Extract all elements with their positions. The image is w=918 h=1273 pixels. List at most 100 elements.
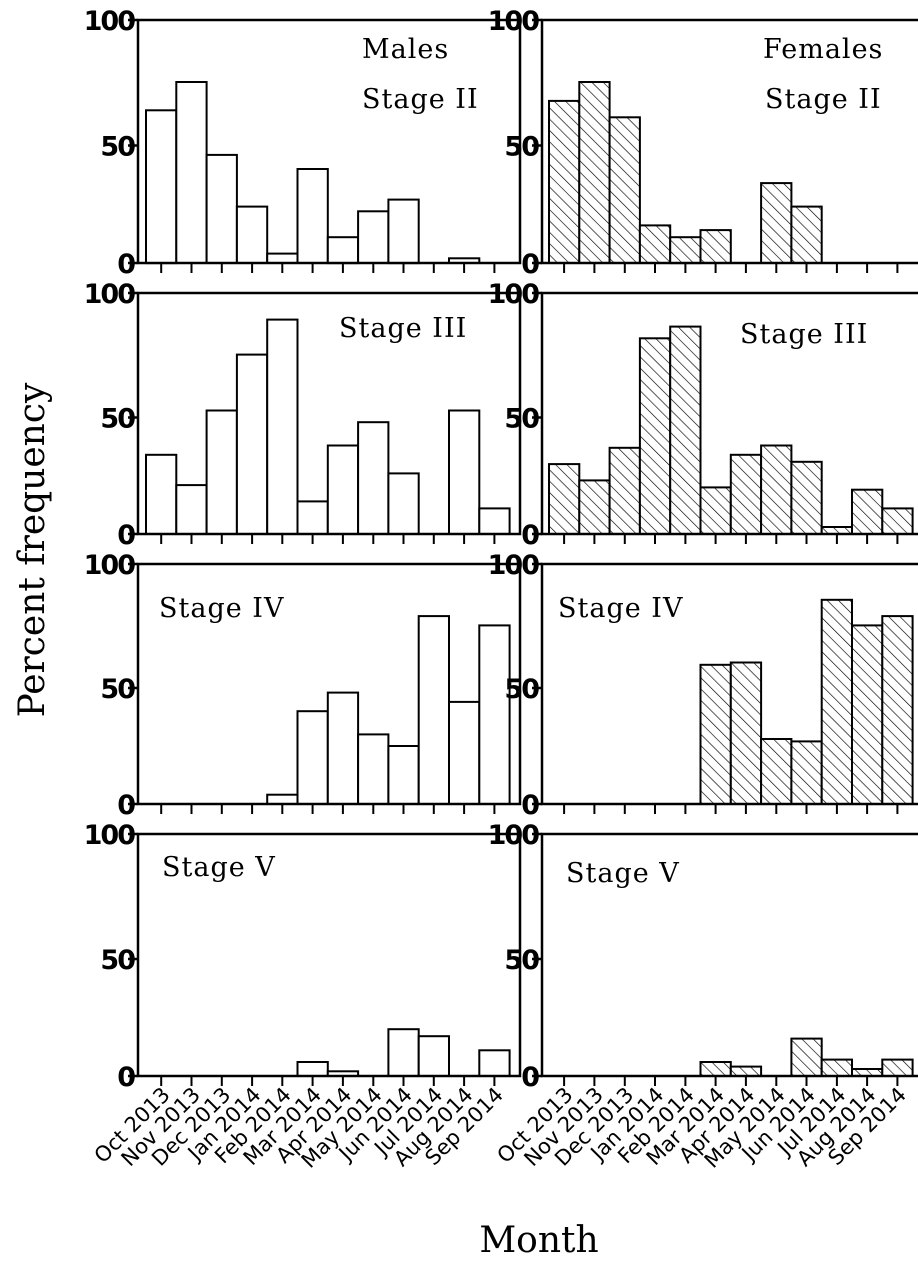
bar-jul-2014 (417, 1035, 451, 1077)
bar-jan-2014 (638, 224, 672, 264)
stage-label: Stage III (339, 313, 467, 344)
y-tick-label: 100 (84, 550, 136, 581)
y-tick-label: 50 (100, 132, 135, 163)
bar-jun-2014 (790, 460, 823, 535)
y-tick-label: 0 (521, 520, 539, 551)
bar-apr-2014 (729, 661, 763, 805)
y-tick-label: 50 (100, 674, 135, 705)
y-tick-label: 100 (84, 279, 136, 310)
bar-dec-2013 (205, 409, 238, 535)
plot-frame (540, 562, 918, 806)
bar-mar-2014 (699, 486, 732, 535)
stage-label: Stage II (765, 84, 882, 115)
panel-stage-iv: 0 50 100 Stage IV 0 50 100 Stage IV (84, 550, 918, 821)
bar-feb-2014 (669, 236, 702, 265)
plot-frame (136, 832, 522, 1078)
bar-jun-2014 (790, 740, 823, 806)
plot-frame (540, 18, 918, 265)
bar-sep-2014 (881, 1058, 914, 1077)
bar-nov-2013 (175, 484, 208, 536)
bar-oct-2013 (548, 463, 581, 536)
panel-stage-ii: 0 50 100 Males Stage II 0 50 100 Females Stage II (84, 6, 918, 280)
bar-feb-2014 (266, 793, 299, 806)
bar-mar-2014 (296, 500, 329, 535)
y-tick-label: 0 (521, 249, 539, 280)
males-label: Males (362, 34, 449, 65)
bar-oct-2013 (145, 109, 178, 265)
bar-sep-2014 (478, 624, 511, 806)
y-tick-label: 100 (488, 820, 540, 851)
bar-mar-2014 (296, 710, 329, 806)
bar-jun-2014 (387, 745, 420, 805)
bar-jan-2014 (235, 353, 269, 535)
bar-aug-2014 (851, 488, 884, 536)
males-subplot: 0 50 100 Males Stage II (84, 6, 522, 280)
bar-may-2014 (760, 738, 793, 805)
bar-nov-2013 (175, 81, 208, 264)
bar-may-2014 (357, 421, 390, 536)
y-tick-label: 100 (488, 279, 540, 310)
panel-stage-iii: 0 50 100 Stage III 0 50 100 Stage III (84, 279, 918, 551)
stage-label: Stage V (566, 858, 680, 889)
y-tick-label: 50 (100, 404, 135, 435)
bar-mar-2014 (699, 663, 732, 805)
females-label: Females (763, 34, 883, 65)
bar-jul-2014 (417, 615, 451, 805)
bar-aug-2014 (851, 624, 884, 806)
plot-frame (540, 832, 918, 1078)
bar-mar-2014 (296, 1061, 329, 1077)
y-tick-label: 0 (117, 1062, 135, 1093)
y-tick-label: 100 (488, 6, 540, 37)
bar-apr-2014 (729, 453, 763, 535)
bar-sep-2014 (881, 615, 914, 805)
y-tick-label: 50 (100, 945, 135, 976)
bar-apr-2014 (326, 444, 360, 535)
bar-feb-2014 (266, 318, 299, 535)
bar-aug-2014 (448, 409, 481, 535)
females-subplot: 0 50 100 Females Stage II (488, 6, 918, 280)
females-subplot: 0 50 100 Stage IV (488, 550, 918, 821)
females-subplot: 0 50 100 Stage III (488, 279, 918, 551)
bar-jun-2014 (387, 198, 420, 265)
stage-label: Stage V (162, 852, 276, 883)
bar-may-2014 (357, 210, 390, 265)
plot-frame (136, 18, 522, 265)
bar-may-2014 (760, 444, 793, 535)
bar-dec-2013 (608, 446, 641, 535)
bar-aug-2014 (448, 700, 481, 806)
bar-apr-2014 (729, 1065, 763, 1077)
y-tick-label: 50 (504, 404, 539, 435)
bar-apr-2014 (326, 236, 360, 265)
bar-mar-2014 (296, 168, 329, 264)
bar-jun-2014 (387, 472, 420, 535)
bar-jan-2014 (638, 337, 672, 535)
bar-nov-2013 (578, 479, 611, 535)
bar-jun-2014 (790, 1037, 823, 1077)
bar-jul-2014 (820, 1058, 854, 1077)
bar-oct-2013 (145, 453, 178, 535)
y-tick-label: 0 (117, 249, 135, 280)
stage-label: Stage II (362, 84, 479, 115)
males-subplot: 0 50 100 Stage III (84, 279, 522, 551)
bar-mar-2014 (699, 229, 732, 265)
plot-frame (136, 562, 522, 806)
bar-feb-2014 (669, 325, 702, 535)
stage-label: Stage IV (558, 593, 683, 624)
y-tick-label: 0 (521, 790, 539, 821)
stage-label: Stage III (740, 319, 868, 350)
bar-jun-2014 (387, 1028, 420, 1077)
bar-sep-2014 (478, 1049, 511, 1078)
y-tick-label: 0 (117, 790, 135, 821)
bar-mar-2014 (699, 1061, 732, 1077)
y-tick-label: 50 (504, 945, 539, 976)
y-tick-label: 50 (504, 132, 539, 163)
bar-may-2014 (357, 733, 390, 806)
y-tick-label: 100 (84, 6, 136, 37)
y-tick-label: 100 (84, 820, 136, 851)
plot-frame (540, 291, 918, 536)
bar-dec-2013 (205, 153, 238, 264)
